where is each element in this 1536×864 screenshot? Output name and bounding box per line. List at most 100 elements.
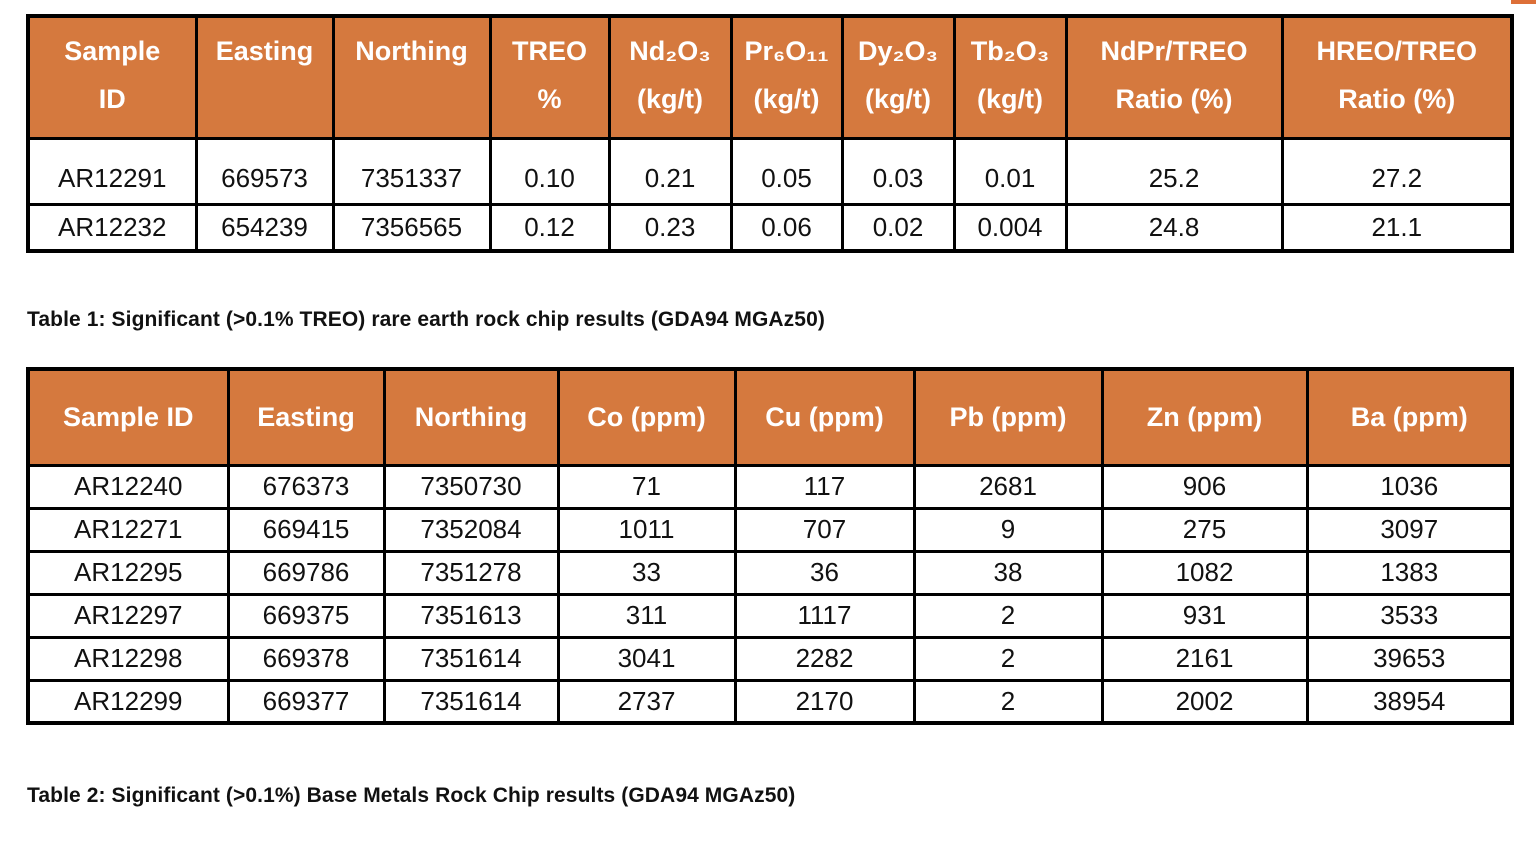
table-cell-pb: 2 [912,592,1104,639]
column-header-northing: Northing [331,14,492,140]
column-header-dy2o3: Dy₂O₃ (kg/t) [840,14,956,140]
table1-header-row: Sample ID Easting Northing TREO% Nd₂O₃ (kg… [26,14,1514,140]
table-cell-tb2o3: 0.004 [952,202,1068,253]
column-header-pr6o11: Pr₆O₁₁ (kg/t) [729,14,844,140]
column-header-nd2o3: Nd₂O₃ (kg/t) [607,14,733,140]
table-cell-northing: 7350730 [382,463,560,510]
table-cell-northing: 7351337 [331,136,492,206]
table-cell-easting: 669415 [226,506,386,553]
rare-earth-results-table: Sample ID Easting Northing TREO% Nd₂O₃ (kg… [26,14,1514,253]
table-cell-tb2o3: 0.01 [952,136,1068,206]
page-corner-fragment [1511,0,1536,4]
table-cell-treo: 0.10 [488,136,611,206]
table-cell-sample-id: AR12240 [26,463,230,510]
table-row: AR12240 676373 7350730 71 117 2681 906 1… [26,463,1514,510]
column-header-co-ppm: Co (ppm) [556,367,737,467]
table1-caption: Table 1: Significant (>0.1% TREO) rare e… [27,308,825,331]
table-cell-northing: 7351614 [382,635,560,682]
table-cell-easting: 654239 [194,202,335,253]
column-header-sample-id: Sample ID [26,14,198,140]
table2-caption: Table 2: Significant (>0.1%) Base Metals… [27,784,796,807]
table-cell-cu: 2170 [733,678,916,725]
column-header-easting: Easting [226,367,386,467]
table-cell-northing: 7351614 [382,678,560,725]
table-cell-cu: 1117 [733,592,916,639]
table-row: AR12295 669786 7351278 33 36 38 1082 138… [26,549,1514,596]
table-cell-cu: 2282 [733,635,916,682]
table-cell-sample-id: AR12291 [26,136,198,206]
table-cell-pb: 2 [912,635,1104,682]
table-cell-pb: 38 [912,549,1104,596]
table-cell-ndpr-ratio: 25.2 [1064,136,1284,206]
table-cell-easting: 669375 [226,592,386,639]
table-cell-cu: 117 [733,463,916,510]
table-cell-nd2o3: 0.23 [607,202,733,253]
table2-header-row: Sample ID Easting Northing Co (ppm) Cu (… [26,367,1514,467]
table-row: AR12298 669378 7351614 3041 2282 2 2161 … [26,635,1514,682]
table-cell-dy2o3: 0.02 [840,202,956,253]
table-cell-zn: 275 [1100,506,1309,553]
table-cell-sample-id: AR12297 [26,592,230,639]
table-cell-ba: 1383 [1305,549,1514,596]
table-cell-zn: 2161 [1100,635,1309,682]
table-cell-easting: 669786 [226,549,386,596]
column-header-ndpr-treo-ratio: NdPr/TREO Ratio (%) [1064,14,1284,140]
table-cell-sample-id: AR12298 [26,635,230,682]
table-cell-co: 311 [556,592,737,639]
table-cell-easting: 676373 [226,463,386,510]
table-cell-cu: 707 [733,506,916,553]
table-cell-sample-id: AR12299 [26,678,230,725]
table-row: AR12232 654239 7356565 0.12 0.23 0.06 0.… [26,202,1514,253]
table-cell-ba: 3533 [1305,592,1514,639]
table-cell-co: 2737 [556,678,737,725]
table-cell-ndpr-ratio: 24.8 [1064,202,1284,253]
table-cell-sample-id: AR12232 [26,202,198,253]
table-cell-sample-id: AR12271 [26,506,230,553]
table-cell-hreo-ratio: 27.2 [1280,136,1514,206]
table-cell-ba: 39653 [1305,635,1514,682]
table-cell-northing: 7356565 [331,202,492,253]
column-header-ba-ppm: Ba (ppm) [1305,367,1514,467]
table-cell-nd2o3: 0.21 [607,136,733,206]
table-cell-easting: 669573 [194,136,335,206]
table-row: AR12291 669573 7351337 0.10 0.21 0.05 0.… [26,136,1514,206]
column-header-cu-ppm: Cu (ppm) [733,367,916,467]
table-cell-sample-id: AR12295 [26,549,230,596]
table-cell-pb: 2 [912,678,1104,725]
table-cell-co: 3041 [556,635,737,682]
table-cell-zn: 931 [1100,592,1309,639]
table-row: AR12297 669375 7351613 311 1117 2 931 35… [26,592,1514,639]
column-header-treo: TREO% [488,14,611,140]
table-cell-northing: 7352084 [382,506,560,553]
column-header-northing: Northing [382,367,560,467]
table-cell-co: 33 [556,549,737,596]
table-cell-pr6o11: 0.05 [729,136,844,206]
table-cell-ba: 3097 [1305,506,1514,553]
table-cell-pb: 9 [912,506,1104,553]
column-header-zn-ppm: Zn (ppm) [1100,367,1309,467]
table-cell-cu: 36 [733,549,916,596]
table-cell-ba: 1036 [1305,463,1514,510]
table-cell-zn: 2002 [1100,678,1309,725]
table-cell-pb: 2681 [912,463,1104,510]
table-row: AR12271 669415 7352084 1011 707 9 275 30… [26,506,1514,553]
table-cell-hreo-ratio: 21.1 [1280,202,1514,253]
table-cell-easting: 669377 [226,678,386,725]
table-cell-pr6o11: 0.06 [729,202,844,253]
column-header-tb2o3: Tb₂O₃ (kg/t) [952,14,1068,140]
column-header-easting: Easting [194,14,335,140]
table-cell-dy2o3: 0.03 [840,136,956,206]
table-cell-co: 71 [556,463,737,510]
base-metals-results-table: Sample ID Easting Northing Co (ppm) Cu (… [26,367,1514,725]
column-header-pb-ppm: Pb (ppm) [912,367,1104,467]
table-cell-easting: 669378 [226,635,386,682]
table-cell-ba: 38954 [1305,678,1514,725]
column-header-sample-id: Sample ID [26,367,230,467]
table-row: AR12299 669377 7351614 2737 2170 2 2002 … [26,678,1514,725]
table-cell-co: 1011 [556,506,737,553]
table-cell-zn: 1082 [1100,549,1309,596]
table-cell-northing: 7351613 [382,592,560,639]
table-cell-treo: 0.12 [488,202,611,253]
table-cell-northing: 7351278 [382,549,560,596]
table-cell-zn: 906 [1100,463,1309,510]
